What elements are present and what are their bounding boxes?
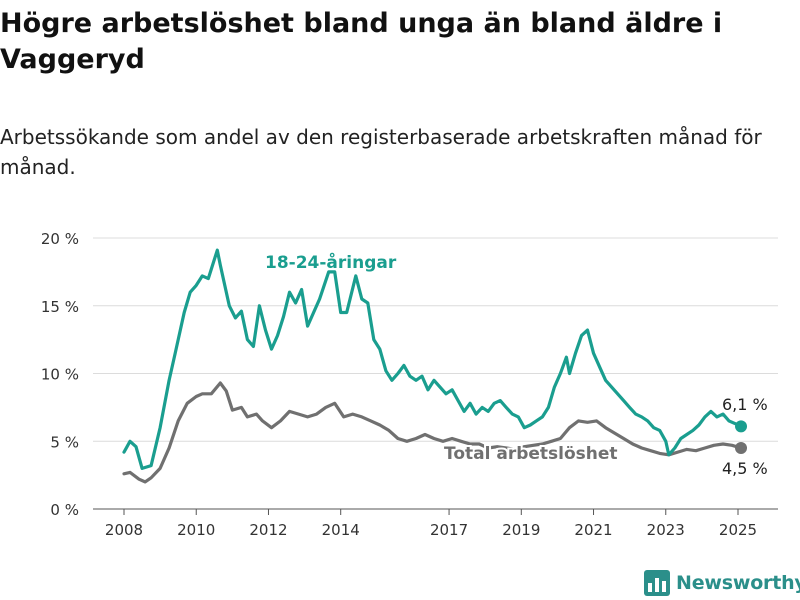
y-tick-label: 5 %: [50, 433, 79, 451]
chart-subtitle: Arbetssökande som andel av den registerb…: [0, 125, 762, 179]
total-end-value: 4,5 %: [722, 459, 768, 478]
total-series-label: Total arbetslöshet: [444, 444, 618, 464]
chart-title: Högre arbetslöshet bland unga än bland ä…: [0, 8, 723, 75]
y-tick-label: 0 %: [50, 501, 79, 519]
y-tick-label: 20 %: [41, 230, 79, 248]
y-tick-label: 15 %: [41, 298, 79, 316]
x-axis: 2008 2010 2012 2014 2017 2019 2021 2023 2025: [105, 509, 757, 539]
x-tick-label: 2014: [322, 521, 360, 539]
x-tick-label: 2021: [574, 521, 612, 539]
total-series-line: [122, 381, 743, 484]
youth-series-label: 18-24-åringar: [265, 251, 397, 273]
y-tick-label: 10 %: [41, 366, 79, 384]
series-lines: [122, 248, 748, 484]
youth-series-line: [122, 248, 743, 470]
x-tick-label: 2023: [647, 521, 685, 539]
x-tick-label: 2025: [719, 521, 757, 539]
series-labels: 18-24-åringar Total arbetslöshet 6,1 % 4,5 …: [263, 249, 769, 480]
x-tick-label: 2010: [177, 521, 215, 539]
grid-lines: [93, 237, 778, 510]
x-tick-label: 2017: [430, 521, 468, 539]
newsworthy-logo: Newsworthy: [644, 568, 800, 598]
y-axis-ticks: 0 % 5 % 10 % 15 % 20 %: [41, 230, 79, 519]
x-tick-label: 2019: [502, 521, 540, 539]
total-end-point: [735, 442, 748, 455]
bar-chart-logo-icon: [644, 570, 670, 596]
x-tick-label: 2012: [249, 521, 287, 539]
youth-end-value: 6,1 %: [722, 395, 768, 414]
x-tick-label: 2008: [105, 521, 143, 539]
youth-end-point: [735, 420, 748, 433]
brand-name: Newsworthy: [676, 572, 800, 594]
